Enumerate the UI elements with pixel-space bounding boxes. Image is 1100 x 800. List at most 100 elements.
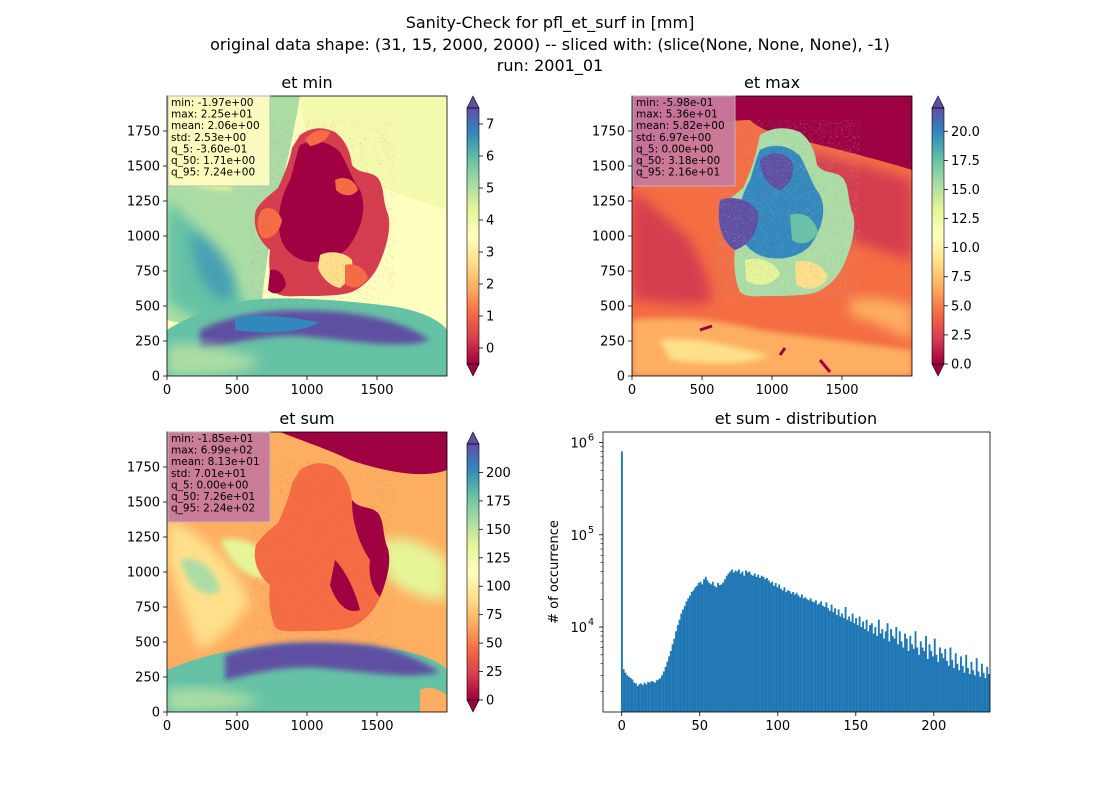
y-ticks-et-sum: 0 250 500 750 1000 1250 1500 1750: [127, 461, 167, 721]
subplot-title-et-min: et min: [281, 73, 332, 92]
histogram-bar: [741, 571, 744, 712]
colorbar-tick-label: 200: [486, 466, 511, 481]
histogram-bar: [814, 600, 817, 712]
histogram-bar: [870, 623, 873, 712]
histogram-bar: [664, 666, 667, 712]
histogram-bar: [701, 584, 704, 712]
histogram-bar: [666, 661, 669, 712]
y-tick-label: 1500: [592, 160, 625, 175]
stats-line: q_5: -3.60e-01: [171, 143, 247, 155]
histogram-bar: [984, 678, 987, 712]
histogram-bar: [662, 671, 665, 712]
colorbar-gradient: [467, 108, 479, 364]
y-tick-label: 1750: [127, 125, 160, 140]
panel-et-max: et max 0 500 1000 1500 0 250 500 750 1000 1250 15…: [592, 73, 980, 398]
histogram-bar: [820, 601, 823, 712]
y-tick-label: 1750: [127, 461, 160, 476]
histogram-bar: [972, 670, 975, 712]
histogram-bar: [795, 592, 798, 712]
histogram-bar: [874, 627, 877, 712]
histogram-bar: [713, 585, 716, 712]
y-tick-label: 1250: [592, 195, 625, 210]
y-tick-label: 0: [152, 370, 160, 385]
x-tick-label: 500: [225, 719, 250, 734]
histogram-bar: [689, 595, 692, 712]
histogram-bar: [708, 583, 711, 712]
histogram-bar: [671, 644, 674, 712]
histogram-bars: [620, 451, 993, 712]
histogram-bar: [909, 635, 912, 712]
histogram-bar: [858, 616, 861, 712]
histogram-bar: [914, 631, 917, 712]
x-ticks-et-min: 0 500 1000 1500: [163, 376, 394, 398]
histogram-bar: [682, 609, 685, 712]
histogram-bar: [958, 670, 961, 712]
histogram-bar: [769, 583, 772, 712]
colorbar-extend-min: [931, 363, 945, 377]
histogram-bar: [745, 570, 747, 712]
histogram-bar: [790, 593, 793, 712]
colorbar-tick-label: 4: [486, 214, 494, 229]
histogram-bar: [961, 665, 964, 712]
histogram-bar: [912, 648, 915, 712]
histogram-bar: [792, 591, 795, 712]
histogram-bar: [631, 679, 634, 712]
colorbar-extend-max: [931, 95, 945, 109]
x-tick-label: 1000: [290, 383, 323, 398]
y-tick-label: 500: [135, 636, 160, 651]
histogram-bar: [982, 672, 985, 712]
axes-frame-histogram: [602, 431, 991, 713]
colorbar-tick-label: 3: [486, 246, 494, 261]
histogram-bar: [703, 579, 705, 712]
stats-line: q_95: 2.16e+01: [636, 167, 720, 179]
histogram-bar: [970, 661, 973, 712]
colorbar-tick-label: 125: [486, 551, 511, 566]
histogram-bar: [764, 579, 767, 712]
histogram-bar: [785, 591, 788, 712]
histogram-bar: [842, 618, 845, 712]
histogram-bar: [697, 583, 700, 712]
histogram-bar: [881, 629, 884, 712]
histogram-bar: [659, 678, 662, 712]
histogram-bar: [823, 606, 826, 712]
subplot-title-et-sum: et sum: [279, 409, 334, 428]
histogram-bar: [904, 633, 906, 712]
stats-line: q_50: 3.18e+00: [636, 155, 720, 167]
histogram-bar: [797, 595, 800, 712]
histogram-bar: [855, 618, 858, 712]
histogram-bar: [828, 610, 831, 712]
histogram-bar: [818, 603, 821, 712]
histogram-bar: [867, 631, 870, 712]
x-ticks-histogram: 0 50 100 150 200: [618, 712, 946, 734]
stats-line: q_95: 7.24e+00: [171, 167, 255, 179]
histogram-bar: [963, 672, 966, 712]
x-tick-label: 0: [163, 719, 171, 734]
histogram-bar: [991, 669, 993, 712]
colorbar-extend-max: [466, 95, 480, 109]
histogram-bar: [645, 684, 648, 712]
histogram-bar: [704, 576, 707, 712]
y-tick-label: 500: [135, 300, 160, 315]
histogram-bar: [643, 682, 646, 712]
histogram-bar: [947, 665, 950, 712]
colorbar-tick-label: 2.5: [951, 328, 972, 343]
y-ticks-et-max: 0 250 500 750 1000 1250 1500 1750: [592, 125, 632, 385]
histogram-bar: [975, 658, 978, 712]
histogram-bar: [720, 584, 723, 712]
suptitle-line-1: Sanity-Check for pfl_et_surf in [mm]: [405, 13, 695, 32]
histogram-bar: [949, 647, 952, 712]
x-tick-label: 0: [618, 719, 626, 734]
histogram-bar: [809, 598, 812, 712]
colorbar-tick-label: 0.0: [951, 358, 972, 373]
y-tick-label-base: 10: [570, 621, 587, 636]
histogram-bar: [799, 597, 802, 712]
y-tick-label: 750: [600, 265, 625, 280]
subplot-title-histogram: et sum - distribution: [715, 409, 877, 428]
histogram-bar: [800, 594, 803, 712]
histogram-bar: [650, 681, 653, 712]
stats-line: max: 6.99e+02: [171, 445, 253, 457]
histogram-bar: [821, 605, 824, 712]
histogram-bar: [893, 638, 896, 712]
panel-et-sum: et sum 0 500 1000 1500 02505007501000125015…: [127, 409, 511, 734]
